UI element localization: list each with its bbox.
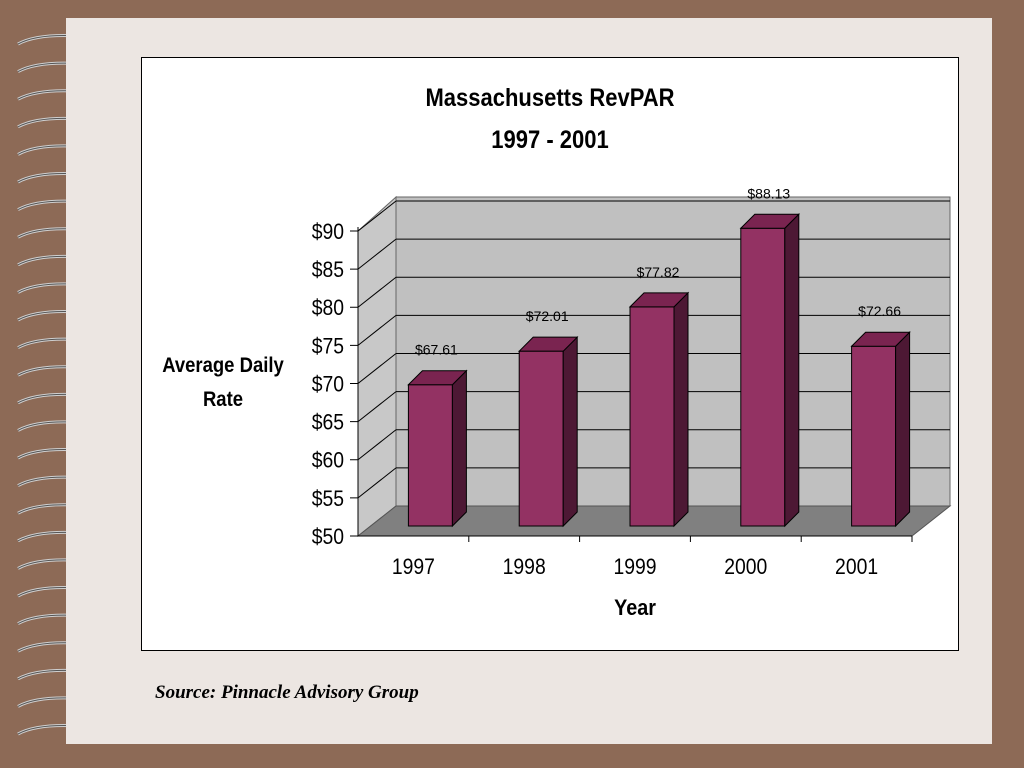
bar-value-label: $72.66 (858, 303, 901, 319)
x-tick-label: 2001 (835, 555, 878, 579)
bar-side (673, 291, 689, 528)
bar-side (562, 335, 578, 528)
y-tick-label: $85 (312, 258, 344, 282)
bar-top (628, 292, 690, 308)
y-tick-label: $80 (312, 296, 344, 320)
bar-front (407, 384, 453, 527)
bar (850, 331, 911, 528)
gridline-side (357, 314, 397, 346)
y-tick-label: $70 (312, 372, 344, 396)
chart-subtitle: 1997 - 2001 (491, 126, 609, 154)
bar-top (850, 331, 911, 347)
bar-front (629, 306, 675, 527)
x-tick-label: 2000 (724, 555, 767, 579)
chart-plot: $50 $55 $60 $65 $70 $75 $80 $85 $90 $67.61 1997 $72… (312, 185, 952, 579)
x-tick-label: 1999 (613, 555, 656, 579)
y-tick-label: $65 (312, 411, 344, 435)
y-tick-label: $60 (312, 449, 344, 473)
source-note: Source: Pinnacle Advisory Group (155, 682, 419, 703)
bar-front (740, 227, 786, 527)
bar-side (784, 213, 800, 528)
chart-title: Massachusetts RevPAR (425, 84, 675, 112)
bar-value-label: $77.82 (637, 264, 680, 280)
bar (517, 335, 579, 528)
y-tick-label: $75 (312, 334, 344, 358)
y-axis-label-line1: Average Daily (162, 354, 284, 377)
x-tick-label: 1998 (503, 555, 546, 579)
gridline-side (357, 238, 397, 270)
x-tick-label: 1997 (392, 555, 435, 579)
gridline-side (357, 200, 397, 232)
bar (407, 369, 468, 528)
y-tick-label: $50 (312, 525, 344, 549)
bar (628, 291, 690, 528)
gridline-side (357, 353, 397, 384)
side-wall (357, 195, 397, 538)
y-axis-label-line2: Rate (202, 388, 244, 411)
bar-value-label: $67.61 (415, 342, 458, 358)
x-axis-label: Year (614, 595, 656, 620)
bar-top (517, 336, 579, 352)
bar-side (451, 369, 467, 528)
gridline-side (357, 391, 397, 423)
gridline-side (357, 276, 397, 308)
bar-top (739, 213, 801, 229)
gridline-side (357, 467, 397, 499)
bar-side (895, 331, 911, 528)
y-tick-label: $55 (312, 487, 344, 511)
bar-value-label: $88.13 (747, 185, 790, 201)
chart-frame: $50 $55 $60 $65 $70 $75 $80 $85 $90 $67.61 1997 $72… (141, 57, 959, 651)
bar (739, 213, 801, 528)
bar-front (518, 350, 564, 527)
bar-front (851, 345, 897, 527)
bar-value-label: $72.01 (526, 308, 569, 324)
y-tick-label: $90 (312, 220, 344, 244)
bar-top (407, 370, 468, 386)
gridline-side (357, 429, 397, 461)
